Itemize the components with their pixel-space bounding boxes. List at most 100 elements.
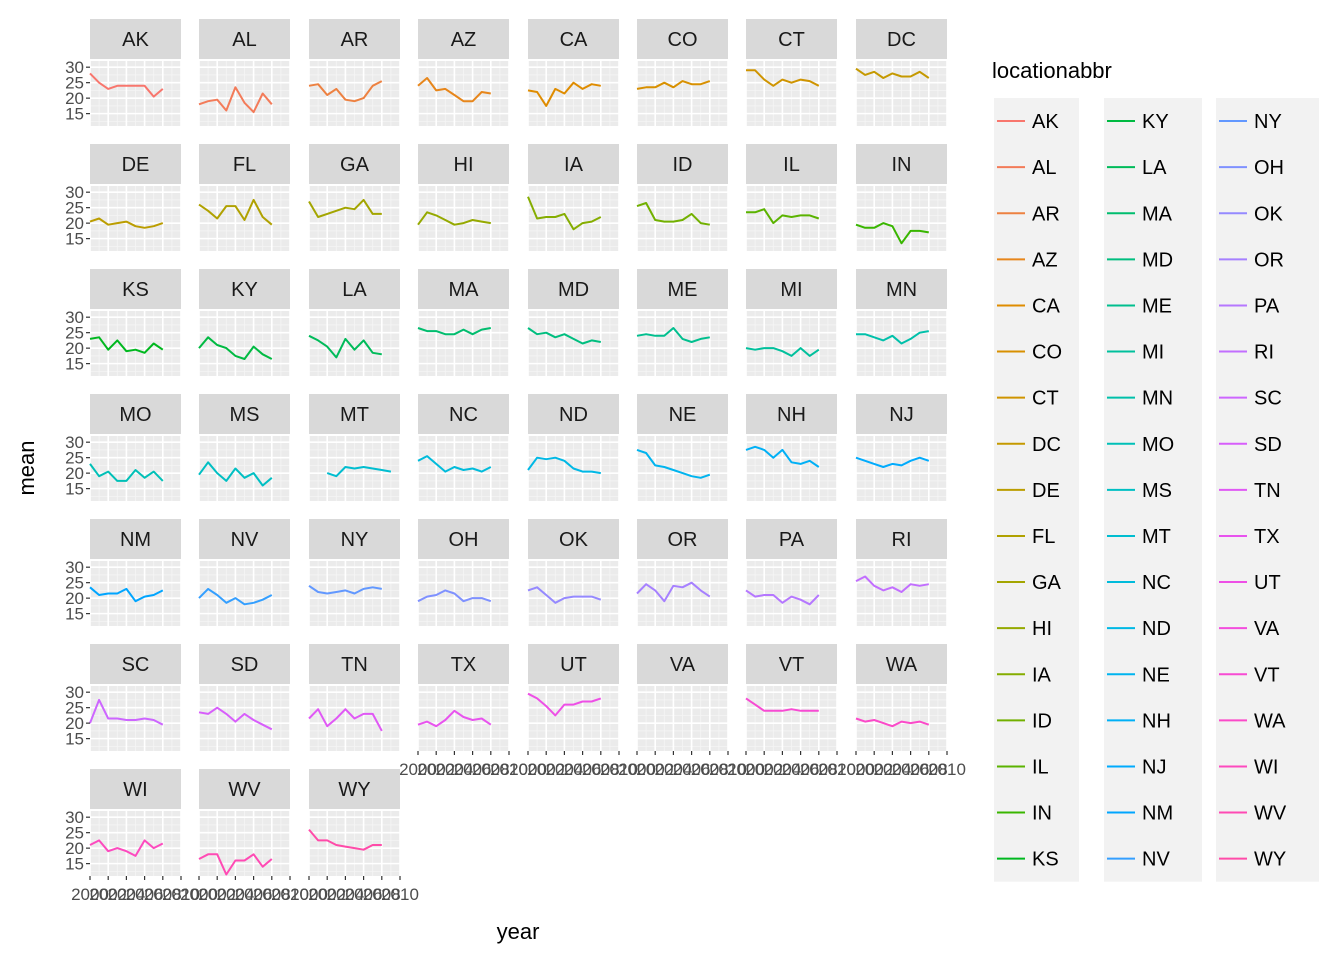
facet-nc: NC: [417, 394, 510, 501]
facet-strip: [856, 644, 947, 684]
legend-label: CT: [1032, 388, 1059, 410]
series-line-ct: [746, 69, 820, 87]
facet-strip: [90, 394, 181, 434]
legend-label: MD: [1142, 249, 1173, 271]
legend-item-sc: SC: [1219, 388, 1282, 410]
series-line-az: [417, 77, 491, 103]
x-tick-label: 2006: [564, 760, 602, 779]
series-line-ma: [417, 327, 491, 336]
legend: locationabbr AK AL AR AZ CA CO CT DC DE FL GA HI IA I…: [992, 58, 1319, 882]
series-line-mo: [89, 463, 164, 482]
legend-label: HI: [1032, 618, 1052, 640]
series-line-tn: [308, 708, 383, 732]
series-line-ar: [308, 80, 383, 103]
series-line-hi: [417, 211, 491, 226]
legend-item-az: AZ: [997, 249, 1058, 271]
legend-item-co: CO: [997, 342, 1062, 364]
legend-label: VA: [1254, 618, 1280, 640]
x-tick-label: 2008: [691, 760, 729, 779]
legend-item-ak: AK: [997, 111, 1059, 133]
legend-item-or: OR: [1219, 249, 1284, 271]
legend-item-ok: OK: [1219, 203, 1284, 225]
facet-strip-label: FL: [233, 154, 256, 176]
facet-strip: [528, 19, 619, 59]
x-tick-label: 2006: [345, 885, 383, 904]
series-line-nh: [745, 445, 820, 468]
series-line-id: [636, 202, 710, 226]
facet-ca: CA: [527, 19, 620, 126]
facet-mn: MN: [855, 269, 948, 376]
facet-ia: IA: [527, 144, 620, 251]
legend-label: CO: [1032, 342, 1062, 364]
facet-strip: [309, 644, 400, 684]
legend-label: NJ: [1142, 756, 1166, 778]
series-line-oh: [417, 589, 492, 603]
facet-strip: [309, 144, 400, 184]
facet-ok: OK: [527, 519, 620, 626]
facet-nj: NJ: [855, 394, 948, 501]
series-line-ks: [89, 336, 164, 354]
legend-label: MT: [1142, 526, 1171, 548]
x-tick-label: 2006: [126, 885, 164, 904]
x-tick-label: 2002: [198, 885, 236, 904]
facet-strip-label: TN: [341, 654, 368, 676]
series-line-al: [198, 86, 273, 114]
facet-strip: [309, 769, 400, 809]
facet-strip: [528, 519, 619, 559]
y-tick-label: 20: [65, 464, 84, 483]
y-tick-label: 25: [65, 449, 84, 468]
x-tick-label: 2002: [745, 760, 783, 779]
legend-label: ME: [1142, 295, 1172, 317]
legend-label: RI: [1254, 342, 1274, 364]
facet-strip-label: VT: [779, 654, 805, 676]
series-line-de: [89, 217, 164, 229]
facet-strip-label: NY: [341, 529, 369, 551]
legend-label: NC: [1142, 572, 1171, 594]
legend-item-ia: IA: [997, 664, 1052, 686]
legend-title: locationabbr: [992, 58, 1112, 83]
legend-label: NE: [1142, 664, 1170, 686]
legend-item-mo: MO: [1107, 434, 1174, 456]
facet-strip: [199, 394, 290, 434]
facet-strip-label: DC: [887, 29, 916, 51]
legend-label: VT: [1254, 664, 1280, 686]
legend-item-nv: NV: [1107, 849, 1170, 871]
facet-strip: [856, 144, 947, 184]
legend-item-wy: WY: [1219, 849, 1286, 871]
y-tick-label: 30: [65, 308, 84, 327]
facet-strip: [637, 519, 728, 559]
y-tick-label: 15: [65, 480, 84, 499]
facet-strip: [746, 269, 837, 309]
facet-strip: [309, 519, 400, 559]
facet-strip-label: WI: [123, 779, 147, 801]
facet-az: AZ: [417, 19, 510, 126]
y-tick-label: 30: [65, 183, 84, 202]
x-tick-label: 2008: [472, 760, 510, 779]
facet-strip-label: AK: [122, 29, 149, 51]
facet-strip-label: KY: [231, 279, 258, 301]
x-tick-label: 2004: [873, 760, 911, 779]
series-line-md: [527, 327, 601, 345]
series-line-wa: [855, 717, 930, 728]
y-tick-label: 15: [65, 605, 84, 624]
legend-label: CA: [1032, 295, 1060, 317]
series-line-ny: [308, 584, 382, 595]
legend-label: LA: [1142, 157, 1167, 179]
legend-item-nc: NC: [1107, 572, 1171, 594]
series-line-ne: [636, 448, 711, 479]
facet-strip: [309, 394, 400, 434]
y-tick-label: 20: [65, 339, 84, 358]
legend-item-ct: CT: [997, 388, 1059, 410]
facet-mi: MI: [745, 269, 838, 376]
facet-strip: [418, 394, 509, 434]
facet-oh: OH: [417, 519, 510, 626]
legend-label: AR: [1032, 203, 1060, 225]
legend-label: KY: [1142, 111, 1169, 133]
facet-strip-label: NE: [669, 404, 697, 426]
y-tick-label: 15: [65, 730, 84, 749]
facet-strip-label: AZ: [451, 29, 477, 51]
